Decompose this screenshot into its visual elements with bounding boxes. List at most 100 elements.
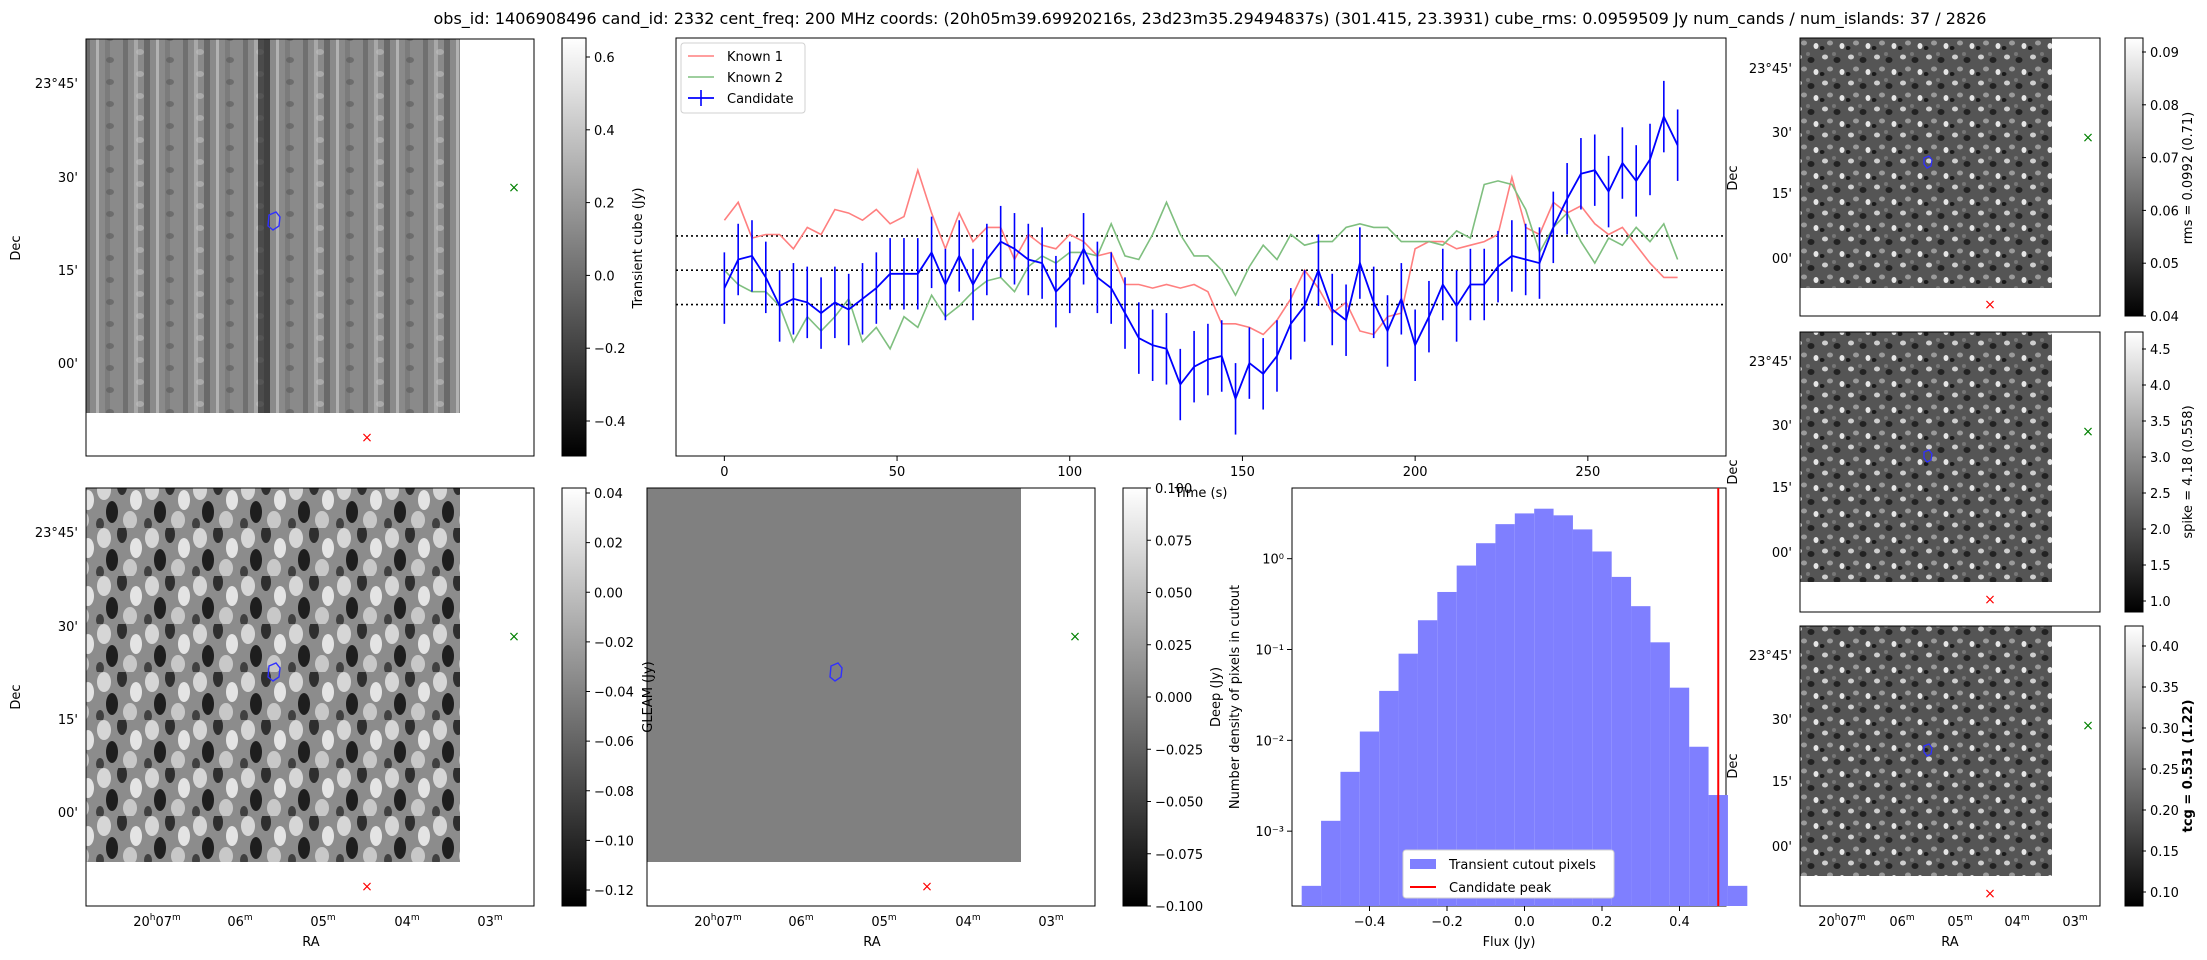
- histogram-bar: [1495, 524, 1515, 906]
- ra-tick: 03m: [477, 913, 502, 930]
- histogram-bar: [1321, 820, 1341, 906]
- y-ticks: 10⁰ 10⁻¹ 10⁻² 10⁻³: [1255, 553, 1292, 840]
- ra-tick: 04m: [955, 913, 980, 930]
- histogram-bar: [1534, 508, 1554, 906]
- colorbar-tick-label: 0.000: [1155, 691, 1192, 706]
- histogram-bar: [1340, 771, 1360, 906]
- colorbar-tick-label: 0.6: [594, 51, 615, 66]
- histogram-bar: [1727, 885, 1748, 906]
- colorbar-tick-label: 0.09: [2150, 46, 2179, 61]
- colorbar-label: tcg = 0.531 (1.22): [2181, 700, 2196, 833]
- colorbar: [2124, 37, 2144, 317]
- histogram-bar: [1514, 513, 1535, 906]
- dec-tick: 00': [58, 806, 78, 821]
- colorbar-tick-label: 1.5: [2150, 559, 2171, 574]
- colorbar-tick-label: −0.04: [594, 686, 634, 701]
- ra-tick: 04m: [394, 913, 419, 930]
- colorbar-tick-label: 0.40: [2150, 640, 2179, 655]
- candidate-contour: [267, 662, 281, 682]
- cbar-ticks: 0.40 0.35 0.30 0.25 0.20 0.15 0.10: [2142, 640, 2179, 901]
- colorbar-tick-label: 0.35: [2150, 681, 2179, 696]
- dec-tick: 30': [1772, 713, 1792, 728]
- histogram-bar: [1631, 606, 1651, 906]
- x-tick-label: 0.2: [1592, 915, 1613, 930]
- panel-gleam: × × GLEAM (Jy) 20h07m 06m 05m 04m 03m RA: [641, 487, 1096, 950]
- colorbar-tick-label: 4.5: [2150, 343, 2171, 358]
- colorbar-tick-label: 0.25: [2150, 763, 2179, 778]
- ra-tick: 03m: [1038, 913, 1063, 930]
- ra-tick: 04m: [2004, 913, 2029, 930]
- red-marker: ×: [1984, 592, 1996, 608]
- legend-label: Transient cutout pixels: [1448, 858, 1596, 873]
- sky-image: [86, 488, 460, 862]
- ra-tick: 06m: [227, 913, 252, 930]
- x-tick-label: 100: [1057, 465, 1082, 480]
- legend-label: Candidate peak: [1449, 881, 1552, 896]
- ra-tick: 06m: [1889, 913, 1914, 930]
- legend: Transient cutout pixels Candidate peak: [1402, 849, 1615, 899]
- histogram-bar: [1689, 746, 1709, 906]
- dec-tick: 15': [58, 713, 78, 728]
- colorbar-tick-label: 0.04: [2150, 310, 2179, 325]
- green-marker: ×: [2082, 424, 2094, 440]
- histogram-bar: [1669, 687, 1690, 906]
- dec-tick: 23°45': [35, 526, 78, 541]
- colorbar-tick-label: −0.06: [594, 735, 634, 750]
- dec-ticks: 23°45' 30' 15' 00': [35, 77, 78, 372]
- legend-box: [1402, 849, 1615, 899]
- gleam-axis-label: GLEAM (Jy): [641, 661, 656, 732]
- ra-tick: 06m: [788, 913, 813, 930]
- ra-tick: 05m: [871, 913, 896, 930]
- colorbar-label: rms = 0.0992 (0.71): [2181, 112, 2196, 244]
- candidate-contour: [267, 211, 281, 231]
- dec-tick: 15': [1772, 775, 1792, 790]
- colorbar-tick-label: 0.04: [594, 487, 623, 502]
- panel-timeseries: 0 50 100 150 200 250 Time (s) Transient cube …: [631, 37, 1727, 501]
- colorbar-tick-label: 0.00: [594, 586, 623, 601]
- colorbar-tick-label: −0.050: [1155, 796, 1203, 811]
- series-known-2-line: [723, 180, 1679, 351]
- colorbar-tick-label: −0.075: [1155, 848, 1203, 863]
- histogram-bar: [1650, 642, 1670, 906]
- colorbar-tick-label: 0.100: [1155, 482, 1192, 497]
- axes-frame: [1799, 625, 2101, 907]
- sky-image: [1800, 38, 2052, 288]
- histogram-bar: [1417, 620, 1438, 906]
- colorbar-tick-label: 0.050: [1155, 587, 1192, 602]
- dec-tick: 23°45': [1749, 649, 1792, 664]
- dec-label: Dec: [9, 235, 24, 260]
- x-ticks: 0 50 100 150 200 250: [720, 456, 1600, 480]
- colorbar: [561, 37, 587, 457]
- red-marker: ×: [921, 879, 933, 895]
- candidate-contour: [1923, 743, 1933, 757]
- colorbar-tick-label: 0.30: [2150, 722, 2179, 737]
- ra-tick: 03m: [2062, 913, 2087, 930]
- colorbar-bottom-left: 0.04 0.02 0.00 −0.02 −0.04 −0.06 −0.08 −0.10 −0.…: [561, 487, 634, 907]
- green-marker: ×: [508, 629, 520, 645]
- colorbar-spike: 4.5 4.0 3.5 3.0 2.5 2.0 1.5 1.0 spike = 4.18 (0…: [2124, 331, 2196, 613]
- colorbar-tick-label: 0.06: [2150, 204, 2179, 219]
- colorbar-label: spike = 4.18 (0.558): [2181, 405, 2196, 538]
- colorbar-tick-label: 2.0: [2150, 523, 2171, 538]
- histogram-bar: [1553, 515, 1573, 906]
- panel-tcg: × × 23°45' 30' 15' 00' Dec 20h07m 06m 05…: [1726, 625, 2101, 950]
- colorbar-tick-label: 0.025: [1155, 639, 1192, 654]
- colorbar-tick-label: 0.07: [2150, 152, 2179, 167]
- colorbar-tick-label: 2.5: [2150, 487, 2171, 502]
- dec-tick: 30': [58, 620, 78, 635]
- green-marker: ×: [508, 180, 520, 196]
- histogram-bar: [1359, 731, 1380, 906]
- y-axis-label: Transient cube (Jy): [631, 188, 646, 310]
- sky-stripe: [258, 39, 270, 413]
- legend-box: [680, 42, 806, 114]
- colorbar-tick-label: 0.20: [2150, 804, 2179, 819]
- deep-axis-label: Deep (Jy): [1209, 667, 1224, 727]
- colorbar-tick-label: −0.02: [594, 636, 634, 651]
- ra-tick: 20h07m: [1818, 913, 1866, 930]
- legend-label: Candidate: [727, 92, 793, 107]
- dec-tick: 30': [1772, 419, 1792, 434]
- colorbar-tick-label: −0.2: [594, 342, 626, 357]
- green-marker: ×: [1069, 629, 1081, 645]
- x-tick-label: 0.0: [1514, 915, 1535, 930]
- series-candidate-line: [723, 114, 1679, 402]
